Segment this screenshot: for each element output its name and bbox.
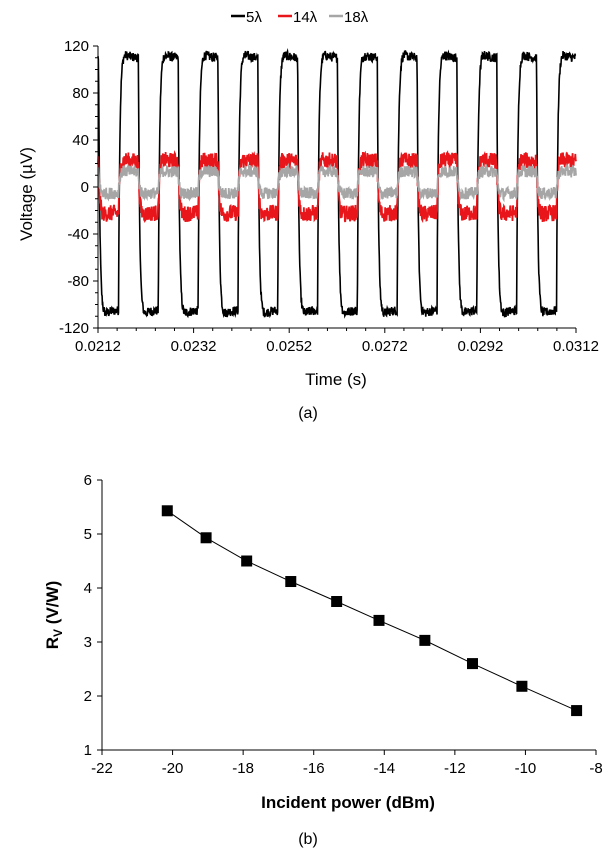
x-tick-label: -20: [162, 760, 184, 777]
data-point: [419, 634, 431, 646]
y-axis-label-sub: V: [51, 629, 65, 637]
data-point: [467, 658, 478, 670]
series-line-3: [97, 162, 577, 203]
data-point: [331, 596, 343, 607]
y-tick-label: 4: [84, 580, 92, 597]
data-point: [373, 614, 385, 626]
x-tick-label: -12: [444, 760, 466, 777]
data-point: [516, 680, 528, 692]
legend-label: 14λ: [293, 9, 318, 26]
y-tick-label: 120: [64, 38, 89, 55]
series-line-1: [97, 48, 577, 319]
data-point: [241, 555, 253, 567]
data-point: [161, 505, 173, 517]
x-tick-label: -10: [515, 760, 537, 777]
panel-b-chart: 6 5 4 3 2 1-22 -20 -18 -16 -14 -12 -10 -8 Incident p…: [43, 472, 603, 848]
y-axis-label: Voltage (µV): [17, 147, 36, 241]
x-tick-label: -16: [303, 760, 325, 777]
x-tick-label: -14: [373, 760, 395, 777]
series-group: [97, 48, 577, 319]
data-point: [571, 705, 583, 717]
y-axis-label-main: R: [43, 637, 62, 649]
axes: 6 5 4 3 2 1-22 -20 -18 -16 -14 -12 -10 -8: [84, 472, 603, 777]
y-tick-label: 0: [81, 179, 89, 196]
x-tick-label: 0.0252: [266, 338, 312, 355]
y-tick-label: 5: [84, 526, 92, 543]
x-tick-label: 0.0212: [75, 338, 121, 355]
x-axis-label: Time (s): [305, 370, 367, 389]
x-tick-label: -22: [91, 760, 113, 777]
panel-label: (b): [298, 831, 318, 848]
x-tick-label: -18: [232, 760, 254, 777]
x-tick-label: 0.0312: [553, 338, 599, 355]
y-tick-label: 2: [84, 688, 92, 705]
y-tick-label: -40: [67, 226, 89, 243]
legend: 5λ 14λ 18λ: [231, 9, 369, 26]
x-tick-label: 0.0232: [171, 338, 217, 355]
y-tick-label: -80: [67, 273, 89, 290]
y-tick-label: 3: [84, 634, 92, 651]
x-tick-label: 0.0292: [457, 338, 503, 355]
y-tick-label: 80: [72, 85, 89, 102]
data-point: [285, 576, 297, 588]
y-tick-label: 40: [72, 132, 89, 149]
legend-label: 5λ: [246, 9, 262, 26]
y-tick-label: 1: [84, 742, 92, 759]
legend-label: 18λ: [344, 9, 369, 26]
y-tick-label: -120: [59, 320, 89, 337]
y-axis-label-units: (V/W): [43, 581, 62, 629]
y-axis-label: RV (V/W): [43, 581, 65, 649]
x-axis-label: Incident power (dBm): [261, 793, 435, 812]
series-line: [166, 510, 577, 712]
series-line-2: [97, 150, 577, 224]
data-point: [200, 532, 212, 544]
x-tick-label: 0.0272: [362, 338, 408, 355]
panel-label: (a): [298, 405, 318, 422]
y-tick-label: 6: [84, 472, 92, 489]
series-group: [161, 505, 583, 717]
x-tick-label: -8: [589, 760, 602, 777]
